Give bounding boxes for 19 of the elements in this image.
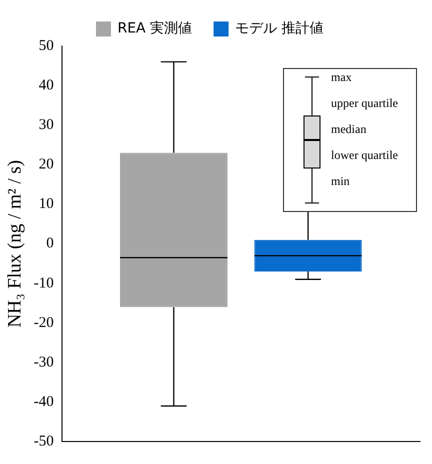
y-tick-label: 0 [46,236,54,252]
y-tick-label: 50 [38,38,54,54]
y-tick-label: -40 [34,394,54,410]
y-tick-label: -20 [34,314,54,331]
y-tick-label: 10 [38,196,54,212]
y-tick-label: 40 [38,77,54,94]
y-tick-label: -30 [34,354,54,370]
annotation: median [331,122,366,137]
legend-label: モデル 推計値 [235,20,324,37]
annotation: min [331,174,350,189]
y-tick-label: -50 [34,434,54,450]
y-axis-title: NH₃ Flux (ng / m² / s) [4,160,26,328]
annotation: max [331,70,352,85]
y-tick-label: -10 [34,275,54,292]
annotation: upper quartile [331,96,398,111]
y-tick-label: 30 [38,117,54,134]
y-tick-label: 20 [38,156,54,173]
annotation: lower quartile [331,148,398,163]
legend-label: REA 実測値 [117,20,192,37]
